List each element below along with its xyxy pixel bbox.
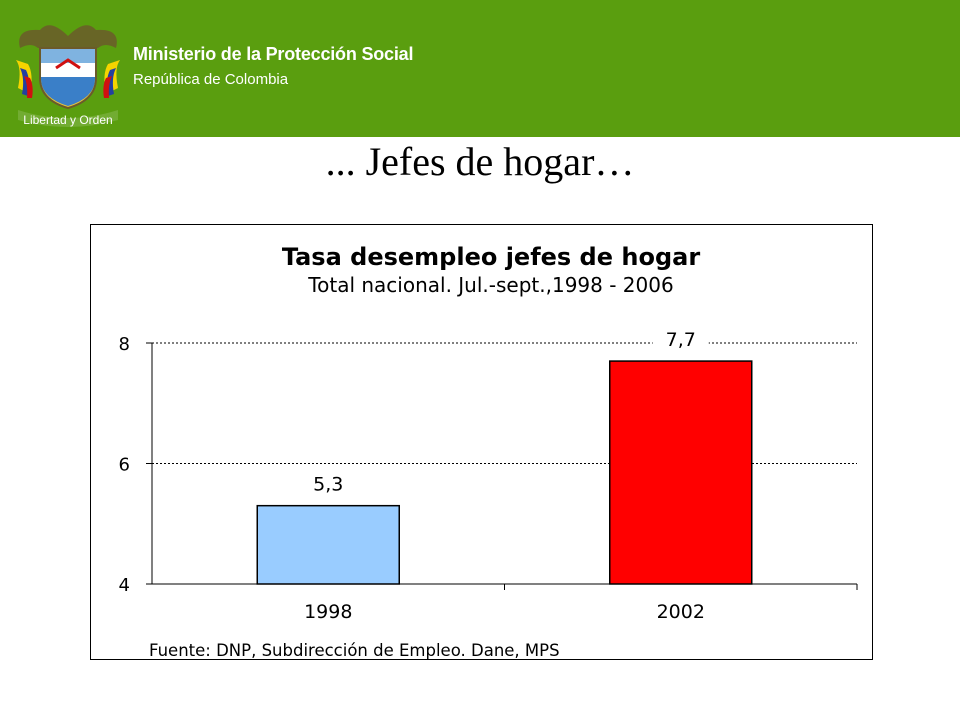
source-note: Fuente: DNP, Subdirección de Empleo. Dan…	[149, 641, 560, 659]
x-tick-label: 2002	[657, 601, 705, 623]
chart-title: Tasa desempleo jefes de hogar	[282, 243, 700, 271]
data-label: 5,3	[313, 474, 343, 496]
y-tick-label: 4	[119, 575, 130, 596]
chart-frame: Tasa desempleo jefes de hogar Total nacio…	[90, 224, 873, 660]
coat-of-arms-icon: Libertad y Orden	[16, 25, 120, 127]
chart-subtitle: Total nacional. Jul.-sept.,1998 - 2006	[307, 273, 673, 297]
country-name: República de Colombia	[133, 71, 289, 88]
slide-title: ... Jefes de hogar…	[325, 139, 635, 184]
coat-of-arms-logo: Libertad y Orden	[10, 8, 126, 132]
bar	[256, 504, 400, 585]
bar	[609, 360, 753, 585]
data-label-bg	[652, 325, 709, 352]
y-tick-label: 6	[119, 455, 130, 476]
ministry-name: Ministerio de la Protección Social	[133, 44, 414, 64]
data-label: 7,7	[666, 329, 696, 351]
motto-text: Libertad y Orden	[23, 113, 112, 127]
header-bar: Libertad y Orden Ministerio de la Protec…	[0, 0, 960, 137]
data-label-bg	[300, 469, 357, 496]
y-tick-label: 8	[119, 334, 130, 355]
x-tick-label: 1998	[304, 601, 352, 623]
